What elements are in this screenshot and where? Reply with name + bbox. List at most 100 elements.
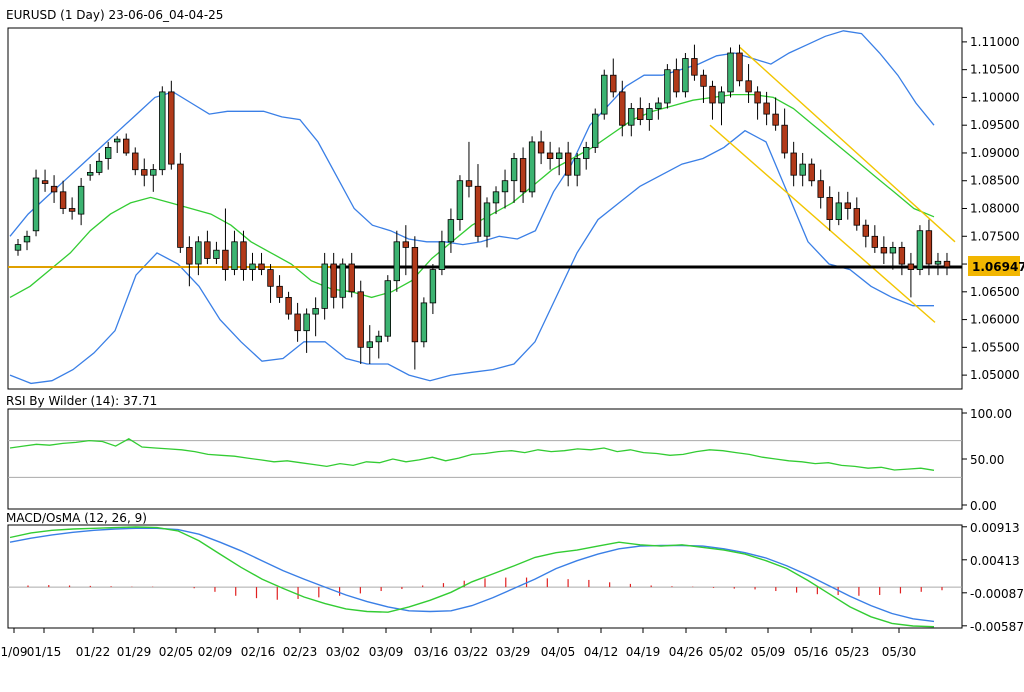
macd-line	[9, 526, 935, 628]
x-tick-label: 02/23	[283, 645, 318, 659]
candle-body	[835, 202, 842, 220]
candle-body	[114, 138, 121, 143]
candle-body	[330, 263, 337, 298]
x-tick-label: 05/16	[794, 645, 829, 659]
x-tick-label: 04/19	[626, 645, 661, 659]
candle-body	[384, 280, 391, 337]
candle-body	[943, 260, 951, 268]
candle-body	[808, 163, 815, 182]
chart-title: EURUSD (1 Day) 23-06-06_04-04-25	[6, 8, 223, 22]
candle-body	[420, 302, 428, 343]
candle-body	[826, 196, 833, 220]
bollinger-line	[9, 93, 935, 299]
candle-body	[105, 146, 112, 159]
x-tick-label: 03/29	[496, 645, 531, 659]
candle-body	[465, 180, 473, 187]
candle-body	[655, 102, 662, 109]
macd-panel: MACD/OsMA (12, 26, 9) 0.00913 0.00413 -0.0…	[6, 511, 1024, 634]
candle-body	[736, 52, 743, 82]
candle-body	[204, 241, 211, 259]
x-tick-label: 03/16	[414, 645, 449, 659]
candle-body	[925, 230, 933, 265]
candle-body	[195, 241, 202, 265]
candle-body	[429, 269, 437, 304]
x-tick-label: 04/12	[584, 645, 619, 659]
price-tick-label: 1.08500	[970, 174, 1020, 188]
x-tick-label: 03/02	[326, 645, 361, 659]
x-tick-label: 05/09	[751, 645, 786, 659]
candle-body	[601, 74, 608, 115]
candle-body	[96, 160, 103, 173]
price-tick-label: 1.05500	[970, 340, 1020, 354]
candle-body	[393, 241, 400, 282]
candle-body	[565, 152, 572, 176]
candle-body	[294, 313, 301, 332]
candle-body	[519, 158, 527, 193]
candle-body	[646, 108, 653, 121]
price-tick-label: 1.09500	[970, 118, 1020, 132]
price-tick-label: 1.10000	[970, 90, 1020, 104]
candle-body	[781, 124, 788, 154]
candle-body	[799, 163, 806, 176]
candle-body	[267, 269, 274, 287]
candle-body	[231, 241, 238, 271]
macd-tick-label: 0.00413	[970, 554, 1020, 568]
candle-body	[727, 52, 734, 93]
candle-body	[240, 241, 247, 271]
candle-body	[583, 146, 590, 159]
candle-body	[700, 74, 707, 87]
x-tick-label: 02/09	[198, 645, 233, 659]
x-tick-label: 05/23	[835, 645, 870, 659]
price-panel: EURUSD (1 Day) 23-06-06_04-04-25 1.11000…	[6, 8, 1024, 390]
candle-body	[141, 169, 148, 176]
channel-upper-line	[739, 46, 956, 243]
candle-body	[258, 263, 265, 270]
x-tick-label: 02/16	[241, 645, 276, 659]
candle-body	[411, 246, 419, 343]
candle-body	[41, 180, 49, 184]
candle-body	[23, 235, 31, 243]
candle-body	[934, 260, 942, 265]
bollinger-line	[9, 129, 934, 385]
candle-body	[745, 80, 752, 93]
candle-body	[628, 108, 635, 126]
candle-body	[871, 235, 878, 248]
candle-body	[159, 91, 166, 171]
candle-body	[916, 230, 924, 270]
x-tick-label: 05/02	[709, 645, 744, 659]
candle-body	[168, 91, 175, 165]
candle-body	[528, 141, 536, 193]
macd-title: MACD/OsMA (12, 26, 9)	[6, 511, 147, 525]
rsi-panel: RSI By Wilder (14): 37.71 100.00 50.00 0.0…	[6, 394, 1012, 513]
candle-body	[321, 263, 328, 309]
rsi-line	[9, 438, 935, 471]
candle-body	[366, 341, 373, 348]
candle-body	[474, 185, 482, 237]
candle-body	[492, 191, 500, 204]
candle-body	[610, 74, 617, 93]
candle-body	[348, 263, 355, 293]
candle-body	[68, 208, 76, 212]
candle-body	[637, 108, 644, 121]
x-tick-label: 1/09	[1, 645, 28, 659]
candle-body	[77, 185, 85, 215]
candle-body	[357, 291, 364, 348]
candle-body	[501, 180, 509, 193]
rsi-title: RSI By Wilder (14): 37.71	[6, 394, 157, 408]
candle-body	[691, 58, 698, 76]
candle-body	[213, 249, 220, 259]
candle-body	[14, 244, 22, 251]
price-tick-label: 1.08000	[970, 202, 1020, 216]
x-tick-label: 01/22	[76, 645, 111, 659]
candle-body	[709, 85, 716, 104]
candle-body	[339, 263, 346, 298]
price-tick-label: 1.06500	[970, 285, 1020, 299]
x-tick-label: 02/05	[159, 645, 194, 659]
macd-tick-label: -0.00587	[970, 620, 1024, 634]
x-tick-label: 01/15	[27, 645, 62, 659]
candle-body	[438, 241, 446, 271]
candle-body	[619, 91, 626, 126]
price-tick-label: 1.06000	[970, 313, 1020, 327]
candle-body	[32, 177, 40, 232]
rsi-tick-label: 100.00	[970, 407, 1012, 421]
